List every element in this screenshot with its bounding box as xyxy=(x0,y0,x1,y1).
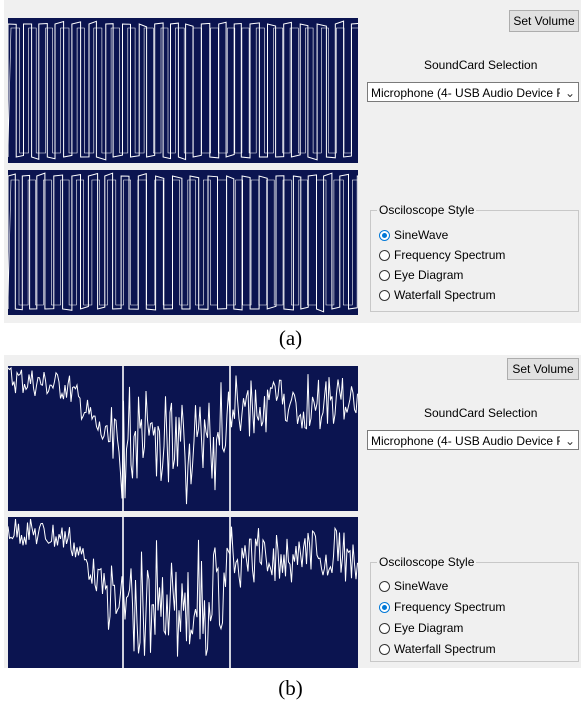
radio-label: Waterfall Spectrum xyxy=(394,642,496,656)
oscilloscope-style-label: Osciloscope Style xyxy=(377,203,477,217)
radio-unselected-icon[interactable] xyxy=(379,249,390,261)
chevron-down-icon[interactable]: ⌄ xyxy=(564,86,575,100)
caption-a: (a) xyxy=(278,326,303,350)
scope-channel-2-a xyxy=(8,170,358,315)
radio-label: SineWave xyxy=(394,228,449,242)
radio-eye-diagram[interactable]: Eye Diagram xyxy=(379,619,463,637)
radio-unselected-icon[interactable] xyxy=(379,580,390,592)
soundcard-selection-label: SoundCard Selection xyxy=(424,58,538,72)
scope-channel-2-b xyxy=(8,517,358,668)
soundcard-select-value: Microphone (4- USB Audio Device Radi xyxy=(371,434,560,448)
radio-unselected-icon[interactable] xyxy=(379,622,390,634)
oscilloscope-style-group: Osciloscope Style SineWave Frequency Spe… xyxy=(370,555,579,662)
radio-selected-icon[interactable] xyxy=(379,601,390,613)
set-volume-button[interactable]: Set Volume xyxy=(507,358,579,380)
radio-label: SineWave xyxy=(394,579,449,593)
radio-label: Frequency Spectrum xyxy=(394,600,506,614)
radio-waterfall-spectrum[interactable]: Waterfall Spectrum xyxy=(379,286,496,304)
soundcard-select-value: Microphone (4- USB Audio Device Radi xyxy=(371,86,560,100)
radio-frequency-spectrum[interactable]: Frequency Spectrum xyxy=(379,598,505,616)
frequency-spectrum-trace xyxy=(8,517,358,668)
scope-channel-1-b xyxy=(8,366,358,511)
soundcard-select[interactable]: Microphone (4- USB Audio Device Radi ⌄ xyxy=(367,82,579,102)
scope-channel-1-a xyxy=(8,18,358,163)
oscilloscope-style-group: Osciloscope Style SineWave Frequency Spe… xyxy=(370,203,579,312)
oscilloscope-panel-b: Set Volume SoundCard Selection Microphon… xyxy=(4,355,581,668)
set-volume-button[interactable]: Set Volume xyxy=(509,10,579,32)
soundcard-selection-label: SoundCard Selection xyxy=(424,406,538,420)
radio-unselected-icon[interactable] xyxy=(379,643,390,655)
oscilloscope-panel-a: Set Volume SoundCard Selection Microphon… xyxy=(4,0,581,323)
radio-waterfall-spectrum[interactable]: Waterfall Spectrum xyxy=(379,640,496,658)
radio-sinewave[interactable]: SineWave xyxy=(379,577,448,595)
radio-unselected-icon[interactable] xyxy=(379,289,390,301)
radio-frequency-spectrum[interactable]: Frequency Spectrum xyxy=(379,246,505,264)
oscilloscope-style-label: Osciloscope Style xyxy=(377,555,477,569)
radio-label: Waterfall Spectrum xyxy=(394,288,496,302)
frequency-spectrum-trace xyxy=(8,366,358,511)
radio-label: Eye Diagram xyxy=(394,621,464,635)
sine-wave-trace xyxy=(8,172,358,313)
radio-selected-icon[interactable] xyxy=(379,229,390,241)
radio-unselected-icon[interactable] xyxy=(379,269,390,281)
chevron-down-icon[interactable]: ⌄ xyxy=(564,434,575,448)
radio-label: Frequency Spectrum xyxy=(394,248,506,262)
caption-b: (b) xyxy=(278,676,303,700)
radio-sinewave[interactable]: SineWave xyxy=(379,226,448,244)
sine-wave-trace xyxy=(8,20,358,161)
radio-eye-diagram[interactable]: Eye Diagram xyxy=(379,266,463,284)
soundcard-select[interactable]: Microphone (4- USB Audio Device Radi ⌄ xyxy=(367,430,579,450)
radio-label: Eye Diagram xyxy=(394,268,464,282)
